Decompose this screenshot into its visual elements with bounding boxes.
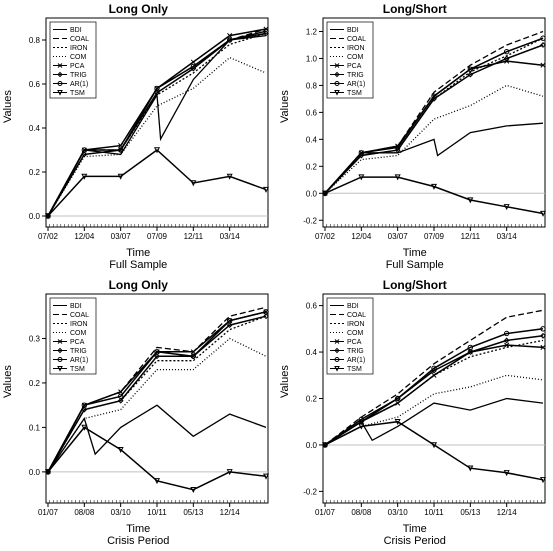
svg-text:10/11: 10/11 bbox=[424, 508, 444, 517]
panel-long-short-crisis: Long/ShortValues-0.20.00.20.40.601/0708/… bbox=[277, 276, 553, 551]
svg-text:0.1: 0.1 bbox=[29, 423, 41, 432]
svg-text:COAL: COAL bbox=[70, 312, 89, 319]
svg-text:TRIG: TRIG bbox=[70, 72, 87, 79]
svg-text:TSM: TSM bbox=[347, 366, 362, 373]
svg-text:COM: COM bbox=[347, 54, 364, 61]
svg-text:03/10: 03/10 bbox=[387, 508, 408, 517]
svg-text:COAL: COAL bbox=[70, 36, 89, 43]
svg-text:10/11: 10/11 bbox=[147, 508, 167, 517]
x-axis-label: TimeCrisis Period bbox=[0, 523, 277, 547]
chart-grid: Long OnlyValues0.00.20.40.60.807/0212/04… bbox=[0, 0, 553, 551]
x-axis-label: TimeFull Sample bbox=[0, 247, 277, 271]
x-axis-label: TimeFull Sample bbox=[277, 247, 553, 271]
svg-text:12/11: 12/11 bbox=[460, 232, 480, 241]
svg-text:01/07: 01/07 bbox=[38, 508, 59, 517]
svg-text:IRON: IRON bbox=[70, 45, 88, 52]
svg-text:05/13: 05/13 bbox=[183, 508, 204, 517]
svg-text:0.6: 0.6 bbox=[305, 301, 317, 310]
svg-text:IRON: IRON bbox=[70, 321, 88, 328]
svg-text:03/07: 03/07 bbox=[111, 232, 132, 241]
svg-text:PCA: PCA bbox=[70, 63, 85, 70]
svg-text:12/14: 12/14 bbox=[220, 508, 241, 517]
svg-text:03/07: 03/07 bbox=[387, 232, 408, 241]
svg-text:0.0: 0.0 bbox=[29, 212, 41, 221]
svg-text:COAL: COAL bbox=[347, 36, 366, 43]
svg-text:0.2: 0.2 bbox=[305, 394, 317, 403]
svg-text:12/11: 12/11 bbox=[184, 232, 204, 241]
svg-text:AR(1): AR(1) bbox=[347, 81, 365, 88]
svg-text:0.3: 0.3 bbox=[29, 334, 41, 343]
svg-text:0.2: 0.2 bbox=[305, 162, 317, 171]
panel-long-only-full: Long OnlyValues0.00.20.40.60.807/0212/04… bbox=[0, 0, 277, 276]
svg-text:IRON: IRON bbox=[347, 45, 365, 52]
svg-text:COM: COM bbox=[70, 330, 87, 337]
svg-text:PCA: PCA bbox=[347, 339, 362, 346]
svg-text:0.4: 0.4 bbox=[305, 135, 317, 144]
svg-text:07/02: 07/02 bbox=[314, 232, 335, 241]
svg-text:08/08: 08/08 bbox=[351, 508, 372, 517]
svg-text:08/08: 08/08 bbox=[74, 508, 95, 517]
svg-text:COAL: COAL bbox=[347, 312, 366, 319]
panel-long-short-full: Long/ShortValues-0.20.00.20.40.60.81.01.… bbox=[277, 0, 553, 276]
svg-text:03/14: 03/14 bbox=[496, 232, 517, 241]
svg-text:01/07: 01/07 bbox=[314, 508, 335, 517]
svg-text:BDI: BDI bbox=[70, 303, 82, 310]
svg-text:05/13: 05/13 bbox=[460, 508, 481, 517]
svg-text:07/09: 07/09 bbox=[147, 232, 168, 241]
svg-text:0.0: 0.0 bbox=[29, 467, 41, 476]
svg-text:12/04: 12/04 bbox=[351, 232, 372, 241]
svg-text:1.0: 1.0 bbox=[305, 54, 317, 63]
svg-text:AR(1): AR(1) bbox=[347, 357, 365, 364]
svg-text:1.2: 1.2 bbox=[305, 27, 317, 36]
svg-text:TRIG: TRIG bbox=[347, 348, 364, 355]
svg-text:0.6: 0.6 bbox=[29, 80, 41, 89]
svg-text:0.2: 0.2 bbox=[29, 378, 41, 387]
svg-text:TRIG: TRIG bbox=[347, 72, 364, 79]
svg-text:0.4: 0.4 bbox=[305, 348, 317, 357]
svg-text:TSM: TSM bbox=[347, 90, 362, 97]
svg-text:PCA: PCA bbox=[70, 339, 85, 346]
svg-text:COM: COM bbox=[347, 330, 364, 337]
svg-text:TSM: TSM bbox=[70, 90, 85, 97]
x-axis-label: TimeCrisis Period bbox=[277, 523, 553, 547]
svg-text:BDI: BDI bbox=[347, 27, 359, 34]
svg-text:IRON: IRON bbox=[347, 321, 365, 328]
svg-text:03/10: 03/10 bbox=[111, 508, 132, 517]
svg-text:-0.2: -0.2 bbox=[303, 216, 317, 225]
svg-text:0.2: 0.2 bbox=[29, 168, 41, 177]
svg-text:-0.2: -0.2 bbox=[303, 487, 317, 496]
svg-text:12/04: 12/04 bbox=[74, 232, 95, 241]
svg-text:BDI: BDI bbox=[70, 27, 82, 34]
svg-text:0.0: 0.0 bbox=[305, 440, 317, 449]
svg-text:COM: COM bbox=[70, 54, 87, 61]
svg-text:0.6: 0.6 bbox=[305, 108, 317, 117]
svg-text:TRIG: TRIG bbox=[70, 348, 87, 355]
svg-text:AR(1): AR(1) bbox=[70, 81, 88, 88]
svg-text:0.0: 0.0 bbox=[305, 189, 317, 198]
svg-text:TSM: TSM bbox=[70, 366, 85, 373]
svg-text:0.4: 0.4 bbox=[29, 124, 41, 133]
svg-text:07/09: 07/09 bbox=[423, 232, 444, 241]
svg-text:07/02: 07/02 bbox=[38, 232, 59, 241]
svg-text:03/14: 03/14 bbox=[220, 232, 241, 241]
svg-text:PCA: PCA bbox=[347, 63, 362, 70]
svg-text:12/14: 12/14 bbox=[496, 508, 517, 517]
svg-text:AR(1): AR(1) bbox=[70, 357, 88, 364]
svg-text:BDI: BDI bbox=[347, 303, 359, 310]
svg-text:0.8: 0.8 bbox=[29, 36, 41, 45]
svg-text:0.8: 0.8 bbox=[305, 81, 317, 90]
panel-long-only-crisis: Long OnlyValues0.00.10.20.301/0708/0803/… bbox=[0, 276, 277, 551]
